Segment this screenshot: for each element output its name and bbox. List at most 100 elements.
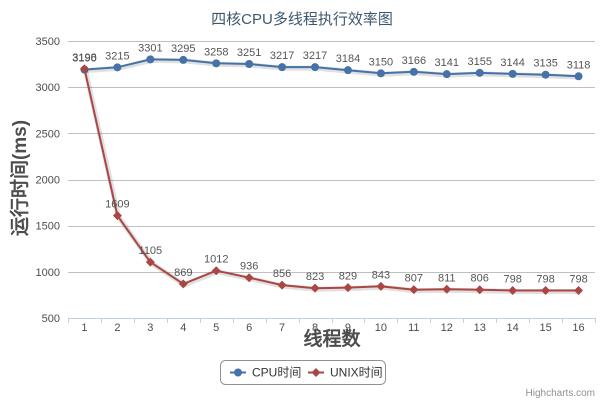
data-point-marker[interactable] [343, 283, 353, 293]
x-tick-label: 4 [180, 322, 186, 334]
data-label: 3295 [171, 43, 195, 55]
y-tick-label: 2000 [36, 175, 60, 187]
data-point-marker[interactable] [541, 70, 550, 79]
data-label: 3198 [72, 52, 96, 64]
data-point-marker[interactable] [409, 285, 419, 295]
data-point-marker[interactable] [79, 64, 89, 74]
series-line-cpu [84, 58, 579, 78]
data-label: 3184 [336, 53, 360, 65]
data-label: 3155 [467, 56, 491, 68]
data-point-marker[interactable] [245, 59, 254, 68]
x-tick-label: 9 [345, 322, 351, 334]
data-point-marker[interactable] [574, 285, 584, 295]
legend-label: CPU时间 [252, 366, 301, 380]
data-label: 807 [405, 273, 423, 285]
grid-lines [68, 41, 595, 273]
y-tick-label: 3500 [36, 36, 60, 48]
diamond-marker-icon [311, 368, 321, 377]
data-label: 811 [438, 272, 456, 284]
data-point-marker[interactable] [442, 70, 451, 79]
data-point-marker[interactable] [475, 285, 485, 295]
data-point-marker[interactable] [475, 68, 484, 77]
data-point-marker[interactable] [211, 266, 221, 276]
x-tick-label: 16 [572, 322, 584, 334]
data-point-marker[interactable] [376, 69, 385, 78]
legend-item-unix[interactable]: UNIX时间 [308, 366, 383, 380]
data-point-marker[interactable] [278, 63, 287, 72]
data-label: 798 [569, 273, 587, 285]
data-label: 3135 [533, 58, 557, 70]
data-label: 829 [339, 271, 357, 283]
data-label: 3166 [402, 55, 426, 67]
data-labels-layer: 3190 3215 3301 3295 3258 3251 3217 3217 3184 3150… [72, 42, 590, 285]
x-tick-label: 1 [81, 322, 87, 334]
data-label: 3215 [105, 50, 129, 62]
data-point-marker[interactable] [574, 72, 583, 81]
data-label: 3144 [500, 57, 524, 69]
data-point-marker[interactable] [145, 257, 155, 267]
y-tick-label: 1500 [36, 221, 60, 233]
data-point-marker[interactable] [310, 283, 320, 293]
legend[interactable]: CPU时间 UNIX时间 [220, 360, 386, 385]
data-point-marker[interactable] [508, 285, 518, 295]
data-point-marker[interactable] [146, 55, 155, 64]
x-tick-label: 3 [147, 322, 153, 334]
x-tick-label: 11 [408, 322, 419, 334]
x-tick-label: 15 [539, 322, 551, 334]
data-label: 3217 [270, 50, 294, 62]
data-point-marker[interactable] [442, 284, 452, 294]
x-tick-label: 14 [507, 322, 519, 334]
data-point-marker[interactable] [244, 273, 254, 283]
data-point-marker[interactable] [112, 211, 122, 221]
y-tick-label: 1000 [36, 267, 60, 279]
chart-title: 四核CPU多线程执行效率图 [211, 11, 393, 28]
y-axis-title: 运行时间(ms) [8, 120, 31, 236]
data-point-marker[interactable] [409, 67, 418, 76]
data-label: 869 [174, 267, 192, 279]
data-label: 3217 [303, 50, 327, 62]
legend-label: UNIX时间 [330, 366, 383, 380]
data-point-marker[interactable] [179, 55, 188, 64]
data-point-marker[interactable] [178, 279, 188, 289]
data-point-marker[interactable] [311, 63, 320, 72]
data-point-marker[interactable] [508, 69, 517, 78]
y-tick-label: 3000 [36, 82, 60, 94]
data-point-marker[interactable] [343, 66, 352, 75]
x-tick-label: 2 [114, 322, 120, 334]
series-line-unix [83, 68, 579, 292]
x-tick-label: 5 [213, 322, 219, 334]
data-point-marker[interactable] [376, 281, 386, 291]
data-label: 843 [372, 269, 390, 281]
y-axis-ticks: 500 1000 1500 2000 2500 3000 3500 [36, 36, 60, 325]
x-tick-label: 6 [246, 322, 252, 334]
data-label: 3150 [369, 56, 393, 68]
legend-item-cpu[interactable]: CPU时间 [230, 366, 301, 380]
data-label: 3118 [567, 59, 591, 71]
legend-box [220, 360, 386, 385]
x-tick-label: 7 [279, 322, 285, 334]
data-label: 3301 [138, 42, 162, 54]
x-axis: 1 2 3 4 5 6 7 8 9 10 11 12 13 14 15 16 [68, 318, 596, 334]
data-label: 806 [471, 273, 489, 285]
data-label: 936 [240, 261, 258, 273]
data-point-marker[interactable] [277, 280, 287, 290]
credits-text[interactable]: Highcharts.com [526, 388, 595, 399]
series-layer [79, 55, 584, 295]
data-label: 798 [536, 273, 554, 285]
data-point-marker[interactable] [541, 285, 551, 295]
data-point-marker[interactable] [212, 59, 221, 68]
data-point-marker[interactable] [113, 63, 122, 72]
data-label: 3190 [72, 53, 96, 65]
data-label: 823 [306, 271, 324, 283]
data-label: 1609 [105, 199, 129, 211]
data-label: 1012 [204, 254, 228, 266]
x-axis-title: 线程数 [303, 327, 361, 350]
data-label: 1105 [139, 245, 163, 257]
circle-marker-icon [234, 368, 242, 377]
x-tick-label: 13 [474, 322, 486, 334]
data-label: 856 [273, 268, 291, 280]
x-tick-label: 12 [441, 322, 453, 334]
y-tick-label: 2500 [36, 128, 60, 140]
x-tick-label: 10 [375, 322, 387, 334]
data-label: 3258 [204, 46, 228, 58]
